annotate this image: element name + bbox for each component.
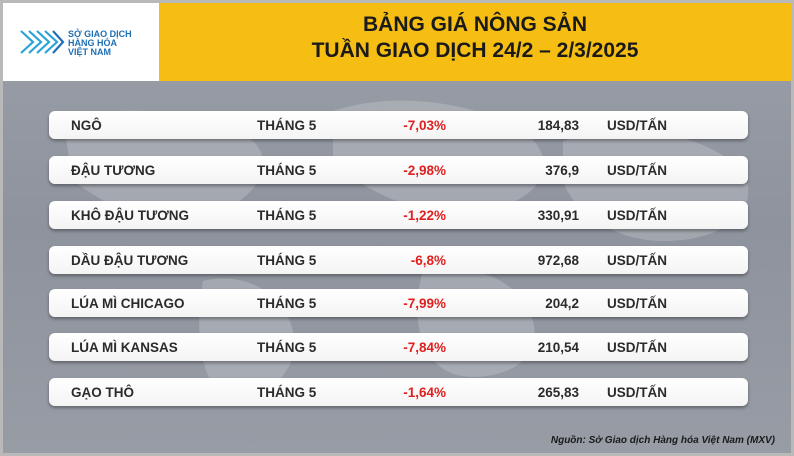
logo-line-1: SỞ GIAO DỊCH	[68, 29, 132, 39]
logo-line-3: VIỆT NAM	[68, 47, 112, 57]
commodity-name: GẠO THÔ	[71, 385, 134, 400]
weekly-change: -7,99%	[403, 296, 446, 311]
price-unit: USD/TẤN	[607, 253, 667, 268]
weekly-change: -1,64%	[403, 385, 446, 400]
table-row: NGÔ THÁNG 5 -7,03% 184,83 USD/TẤN	[49, 111, 748, 139]
mxv-logo-icon	[20, 30, 65, 54]
contract-month: THÁNG 5	[257, 385, 317, 400]
price-value: 184,83	[537, 118, 579, 133]
contract-month: THÁNG 5	[257, 340, 317, 355]
price-value: 265,83	[537, 385, 579, 400]
price-value: 972,68	[537, 253, 579, 268]
contract-month: THÁNG 5	[257, 253, 317, 268]
commodity-name: LÚA MÌ CHICAGO	[71, 296, 185, 311]
page-title: BẢNG GIÁ NÔNG SẢN TUẦN GIAO DỊCH 24/2 – …	[159, 12, 791, 64]
weekly-change: -2,98%	[403, 163, 446, 178]
weekly-change: -6,8%	[410, 253, 446, 268]
source-note: Nguồn: Sở Giao dịch Hàng hóa Việt Nam (M…	[550, 435, 775, 446]
price-unit: USD/TẤN	[607, 340, 667, 355]
price-value: 204,2	[545, 296, 579, 311]
title-line-1: BẢNG GIÁ NÔNG SẢN	[362, 13, 587, 36]
table-row: GẠO THÔ THÁNG 5 -1,64% 265,83 USD/TẤN	[49, 378, 748, 406]
commodity-name: LÚA MÌ KANSAS	[71, 340, 178, 355]
commodity-name: NGÔ	[71, 118, 102, 133]
contract-month: THÁNG 5	[257, 163, 317, 178]
header-bar: SỞ GIAO DỊCH HÀNG HÓA VIỆT NAM BẢNG GIÁ …	[3, 3, 791, 81]
table-row: DẦU ĐẬU TƯƠNG THÁNG 5 -6,8% 972,68 USD/T…	[49, 246, 748, 274]
logo-line-2: HÀNG HÓA	[68, 38, 117, 48]
price-unit: USD/TẤN	[607, 208, 667, 223]
price-value: 376,9	[545, 163, 579, 178]
table-row: LÚA MÌ CHICAGO THÁNG 5 -7,99% 204,2 USD/…	[49, 289, 748, 317]
table-row: LÚA MÌ KANSAS THÁNG 5 -7,84% 210,54 USD/…	[49, 333, 748, 361]
table-row: KHÔ ĐẬU TƯƠNG THÁNG 5 -1,22% 330,91 USD/…	[49, 201, 748, 229]
logo-text: SỞ GIAO DỊCH HÀNG HÓA VIỆT NAM	[68, 30, 158, 57]
contract-month: THÁNG 5	[257, 296, 317, 311]
commodity-name: KHÔ ĐẬU TƯƠNG	[71, 208, 189, 223]
price-unit: USD/TẤN	[607, 118, 667, 133]
weekly-change: -7,84%	[403, 340, 446, 355]
weekly-change: -1,22%	[403, 208, 446, 223]
weekly-change: -7,03%	[403, 118, 446, 133]
contract-month: THÁNG 5	[257, 208, 317, 223]
commodity-name: ĐẬU TƯƠNG	[71, 163, 156, 178]
commodity-name: DẦU ĐẬU TƯƠNG	[71, 253, 189, 268]
price-value: 330,91	[537, 208, 579, 223]
title-line-2: TUẦN GIAO DỊCH 24/2 – 2/3/2025	[311, 39, 639, 62]
price-unit: USD/TẤN	[607, 385, 667, 400]
price-unit: USD/TẤN	[607, 296, 667, 311]
table-row: ĐẬU TƯƠNG THÁNG 5 -2,98% 376,9 USD/TẤN	[49, 156, 748, 184]
contract-month: THÁNG 5	[257, 118, 317, 133]
price-value: 210,54	[537, 340, 579, 355]
logo-panel: SỞ GIAO DỊCH HÀNG HÓA VIỆT NAM	[3, 3, 159, 81]
price-unit: USD/TẤN	[607, 163, 667, 178]
